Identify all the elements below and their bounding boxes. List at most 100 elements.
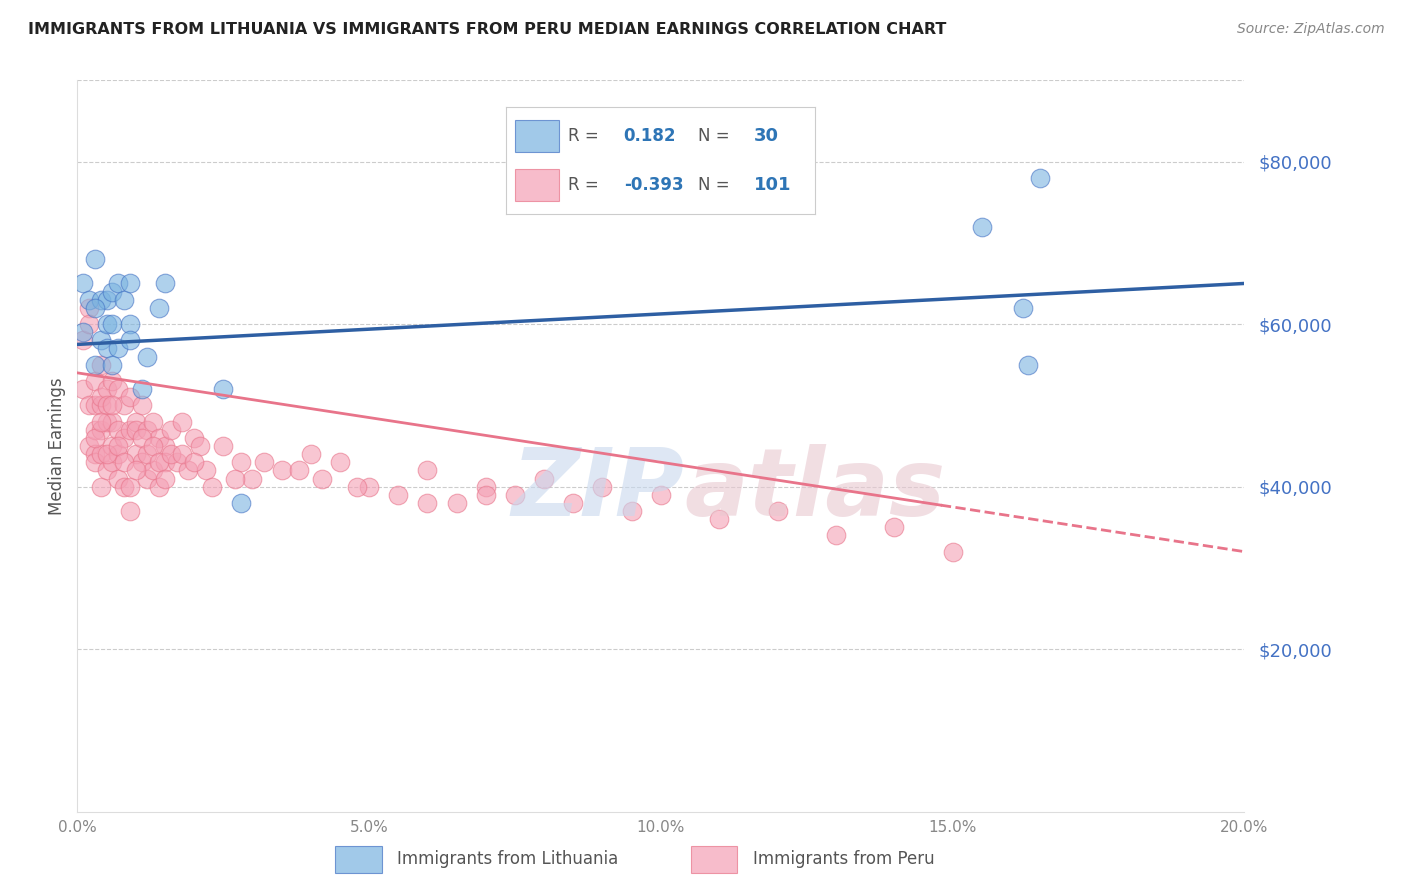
Point <box>83 423 105 437</box>
Text: 30: 30 <box>754 127 779 145</box>
Point <box>90 293 112 307</box>
Point <box>107 423 129 437</box>
Point <box>311 471 333 485</box>
Point <box>83 358 105 372</box>
Point <box>177 463 200 477</box>
Point <box>153 455 176 469</box>
Point <box>159 423 181 437</box>
Point <box>125 447 148 461</box>
FancyBboxPatch shape <box>692 847 738 873</box>
Point <box>107 382 129 396</box>
Point <box>131 431 153 445</box>
Point <box>183 455 205 469</box>
Text: -0.393: -0.393 <box>624 177 683 194</box>
Y-axis label: Median Earnings: Median Earnings <box>48 377 66 515</box>
Point <box>620 504 643 518</box>
Point <box>359 480 381 494</box>
Text: R =: R = <box>568 177 599 194</box>
Point <box>475 488 498 502</box>
Point <box>288 463 311 477</box>
Point <box>72 277 94 291</box>
Point <box>329 455 352 469</box>
Point <box>172 447 194 461</box>
Point <box>118 423 141 437</box>
Point <box>72 325 94 339</box>
Point <box>77 398 100 412</box>
Text: 0.182: 0.182 <box>624 127 676 145</box>
Point <box>766 504 789 518</box>
FancyBboxPatch shape <box>336 847 382 873</box>
Point <box>112 455 135 469</box>
FancyBboxPatch shape <box>516 120 558 152</box>
Point <box>101 415 124 429</box>
Point <box>709 512 731 526</box>
Text: 101: 101 <box>754 177 792 194</box>
Point <box>101 398 124 412</box>
Point <box>83 455 105 469</box>
Point <box>533 471 555 485</box>
Point <box>136 471 159 485</box>
Point <box>77 439 100 453</box>
Point <box>148 480 170 494</box>
Point <box>118 277 141 291</box>
Point <box>101 455 124 469</box>
Point <box>416 463 439 477</box>
Point <box>83 301 105 315</box>
Point <box>101 439 124 453</box>
Point <box>96 398 118 412</box>
Point <box>136 447 159 461</box>
Point <box>125 423 148 437</box>
Point <box>77 293 100 307</box>
Point <box>212 439 235 453</box>
Point <box>1029 170 1052 185</box>
Point <box>101 374 124 388</box>
Point <box>83 398 105 412</box>
Point <box>446 496 468 510</box>
Point <box>125 415 148 429</box>
Point <box>96 463 118 477</box>
Text: Immigrants from Peru: Immigrants from Peru <box>754 849 935 868</box>
Point <box>107 471 129 485</box>
Point <box>562 496 585 510</box>
Text: N =: N = <box>697 127 730 145</box>
Point <box>118 317 141 331</box>
Point <box>131 382 153 396</box>
Point <box>416 496 439 510</box>
Point <box>118 480 141 494</box>
Text: N =: N = <box>697 177 730 194</box>
Text: atlas: atlas <box>685 444 945 536</box>
Text: Source: ZipAtlas.com: Source: ZipAtlas.com <box>1237 22 1385 37</box>
Point <box>107 439 129 453</box>
Point <box>650 488 672 502</box>
Point <box>142 463 165 477</box>
Point <box>148 455 170 469</box>
Point <box>200 480 222 494</box>
Point <box>153 471 176 485</box>
Text: R =: R = <box>568 127 599 145</box>
Point <box>883 520 905 534</box>
Point <box>96 415 118 429</box>
Point <box>942 544 965 558</box>
Point <box>118 390 141 404</box>
Point <box>90 447 112 461</box>
Point <box>131 455 153 469</box>
Point <box>83 447 105 461</box>
Point <box>90 358 112 372</box>
Point <box>183 431 205 445</box>
Point <box>970 219 993 234</box>
Point <box>90 398 112 412</box>
Point <box>107 342 129 356</box>
Point <box>90 423 112 437</box>
Point <box>131 398 153 412</box>
Point <box>112 431 135 445</box>
Point <box>107 447 129 461</box>
Point <box>224 471 246 485</box>
Point <box>148 431 170 445</box>
Point <box>136 423 159 437</box>
Point <box>136 350 159 364</box>
Point <box>72 382 94 396</box>
Point <box>299 447 322 461</box>
Point <box>188 439 211 453</box>
Text: IMMIGRANTS FROM LITHUANIA VS IMMIGRANTS FROM PERU MEDIAN EARNINGS CORRELATION CH: IMMIGRANTS FROM LITHUANIA VS IMMIGRANTS … <box>28 22 946 37</box>
Point <box>142 415 165 429</box>
